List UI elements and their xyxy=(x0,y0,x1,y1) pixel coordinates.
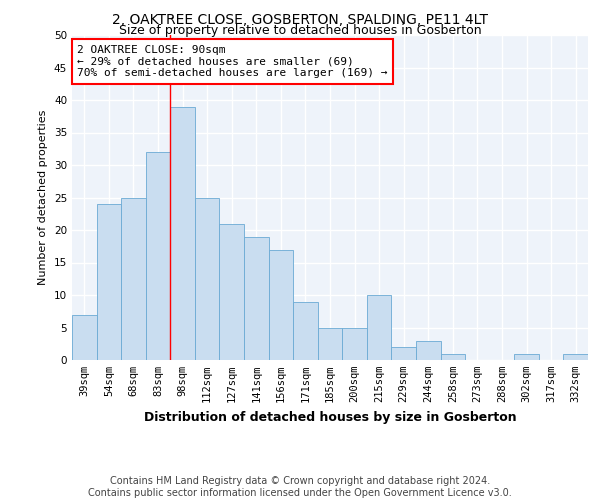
Bar xyxy=(121,198,146,360)
Bar xyxy=(416,340,440,360)
Bar xyxy=(563,354,588,360)
Text: 2 OAKTREE CLOSE: 90sqm
← 29% of detached houses are smaller (69)
70% of semi-det: 2 OAKTREE CLOSE: 90sqm ← 29% of detached… xyxy=(77,45,388,78)
Bar xyxy=(72,314,97,360)
Bar xyxy=(440,354,465,360)
Bar xyxy=(269,250,293,360)
Bar xyxy=(220,224,244,360)
Bar xyxy=(367,295,391,360)
Bar xyxy=(293,302,318,360)
Bar xyxy=(244,236,269,360)
X-axis label: Distribution of detached houses by size in Gosberton: Distribution of detached houses by size … xyxy=(143,410,517,424)
Bar xyxy=(146,152,170,360)
Bar xyxy=(391,347,416,360)
Bar xyxy=(97,204,121,360)
Text: 2, OAKTREE CLOSE, GOSBERTON, SPALDING, PE11 4LT: 2, OAKTREE CLOSE, GOSBERTON, SPALDING, P… xyxy=(112,12,488,26)
Bar xyxy=(318,328,342,360)
Bar xyxy=(195,198,220,360)
Y-axis label: Number of detached properties: Number of detached properties xyxy=(38,110,49,285)
Bar xyxy=(342,328,367,360)
Bar xyxy=(170,106,195,360)
Text: Size of property relative to detached houses in Gosberton: Size of property relative to detached ho… xyxy=(119,24,481,37)
Bar xyxy=(514,354,539,360)
Text: Contains HM Land Registry data © Crown copyright and database right 2024.
Contai: Contains HM Land Registry data © Crown c… xyxy=(88,476,512,498)
